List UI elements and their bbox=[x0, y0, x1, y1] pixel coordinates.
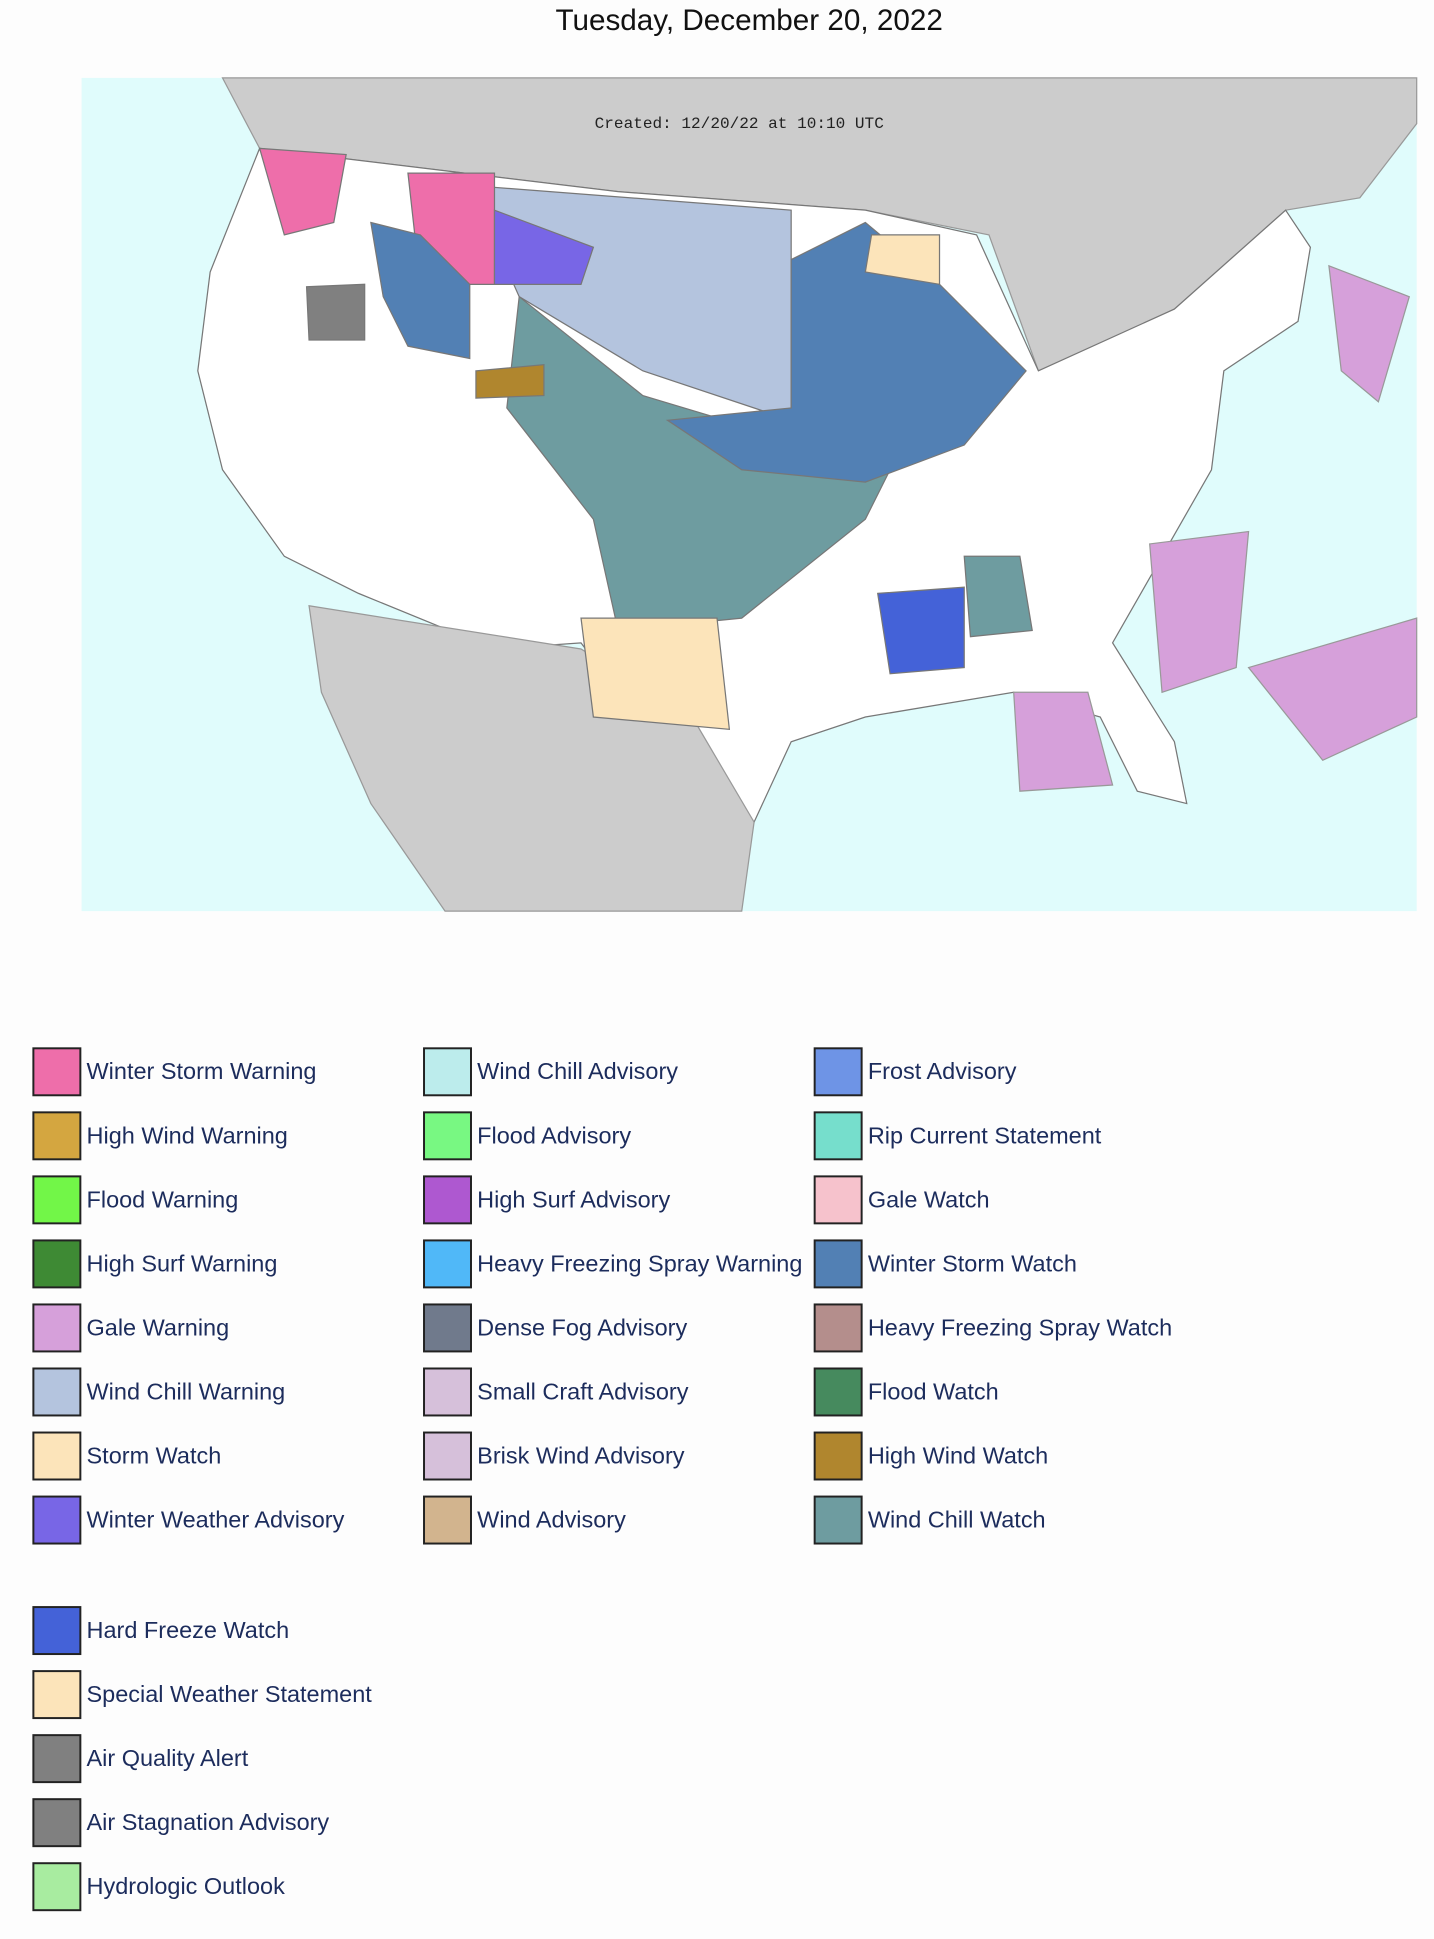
legend-swatch bbox=[32, 1734, 82, 1784]
legend-swatch bbox=[32, 1862, 82, 1912]
legend-label: Heavy Freezing Spray Watch bbox=[868, 1314, 1172, 1340]
created-label: Created: 12/20/22 at 10:10 UTC bbox=[595, 115, 884, 133]
alert-area bbox=[963, 555, 1033, 638]
legend-swatch bbox=[32, 1367, 82, 1417]
legend-label: Air Quality Alert bbox=[87, 1745, 249, 1771]
legend-label: Wind Chill Warning bbox=[87, 1378, 286, 1404]
legend-label: High Wind Watch bbox=[868, 1442, 1048, 1468]
legend-swatch bbox=[32, 1303, 82, 1353]
legend-label: Gale Warning bbox=[87, 1314, 230, 1340]
legend-label: Gale Watch bbox=[868, 1186, 990, 1212]
legend-label: Frost Advisory bbox=[868, 1058, 1017, 1084]
legend-label: High Wind Warning bbox=[87, 1122, 288, 1148]
legend-label: Special Weather Statement bbox=[87, 1681, 373, 1707]
legend-label: Flood Warning bbox=[87, 1186, 239, 1212]
legend-swatch bbox=[423, 1111, 472, 1161]
legend-label: Brisk Wind Advisory bbox=[477, 1442, 685, 1468]
legend-swatch bbox=[423, 1303, 472, 1353]
legend-label: Wind Chill Watch bbox=[868, 1506, 1046, 1532]
legend-swatch bbox=[813, 1239, 863, 1289]
legend-label: Winter Weather Advisory bbox=[87, 1506, 345, 1532]
legend-swatch bbox=[813, 1431, 863, 1481]
legend-label: Hydrologic Outlook bbox=[87, 1873, 286, 1899]
legend-label: Winter Storm Watch bbox=[868, 1250, 1077, 1276]
alert-area bbox=[1149, 530, 1250, 694]
legend-swatch bbox=[32, 1175, 82, 1225]
alert-area bbox=[1328, 264, 1411, 403]
alert-area bbox=[876, 586, 965, 675]
alert-area bbox=[580, 617, 731, 731]
weather-map: Created: 12/20/22 at 10:10 UTC bbox=[81, 77, 1418, 912]
legend-label: Small Craft Advisory bbox=[477, 1378, 689, 1404]
legend-label: Wind Advisory bbox=[477, 1506, 626, 1532]
alert-area bbox=[258, 147, 347, 236]
legend-swatch bbox=[32, 1111, 82, 1161]
legend-swatch bbox=[813, 1495, 863, 1545]
alert-area bbox=[305, 283, 366, 341]
legend-swatch bbox=[423, 1175, 472, 1225]
alert-area bbox=[370, 221, 471, 360]
legend-swatch bbox=[32, 1606, 82, 1656]
legend-swatch bbox=[813, 1047, 863, 1097]
legend-label: Flood Advisory bbox=[477, 1122, 631, 1148]
legend-swatch bbox=[423, 1495, 472, 1545]
legend-label: Winter Storm Warning bbox=[87, 1058, 317, 1084]
alert-area bbox=[1013, 691, 1114, 792]
legend-label: High Surf Advisory bbox=[477, 1186, 670, 1212]
legend-swatch bbox=[32, 1047, 82, 1097]
legend-label: Wind Chill Advisory bbox=[477, 1058, 678, 1084]
legend-label: Heavy Freezing Spray Warning bbox=[477, 1250, 802, 1276]
legend-label: Dense Fog Advisory bbox=[477, 1314, 687, 1340]
legend-swatch bbox=[32, 1670, 82, 1720]
alert-area bbox=[864, 234, 941, 286]
legend-swatch bbox=[423, 1431, 472, 1481]
legend-swatch bbox=[32, 1431, 82, 1481]
legend-swatch bbox=[423, 1047, 472, 1097]
legend-label: Flood Watch bbox=[868, 1378, 999, 1404]
legend-label: High Surf Warning bbox=[87, 1250, 278, 1276]
alert-area bbox=[493, 209, 595, 285]
legend-label: Rip Current Statement bbox=[868, 1122, 1102, 1148]
legend-swatch bbox=[32, 1798, 82, 1848]
legend-swatch bbox=[423, 1367, 472, 1417]
legend-label: Storm Watch bbox=[87, 1442, 222, 1468]
legend-swatch bbox=[423, 1239, 472, 1289]
legend-label: Air Stagnation Advisory bbox=[87, 1809, 330, 1835]
alert-area bbox=[475, 364, 545, 399]
legend-swatch bbox=[813, 1111, 863, 1161]
alert-area bbox=[1247, 617, 1418, 762]
legend-swatch bbox=[32, 1495, 82, 1545]
legend-label: Hard Freeze Watch bbox=[87, 1617, 290, 1643]
page-title: Tuesday, December 20, 2022 bbox=[555, 4, 942, 37]
legend-swatch bbox=[813, 1367, 863, 1417]
legend-swatch bbox=[32, 1239, 82, 1289]
legend-swatch bbox=[813, 1175, 863, 1225]
legend-swatch bbox=[813, 1303, 863, 1353]
